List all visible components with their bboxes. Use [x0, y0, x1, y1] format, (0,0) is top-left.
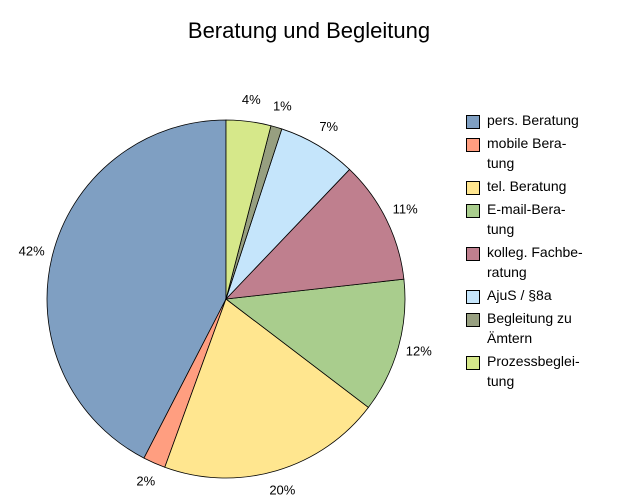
pie-slice — [164, 298, 370, 479]
legend-label: pers. Beratung — [487, 112, 579, 128]
data-label: 42% — [19, 243, 45, 258]
legend-label: kolleg. Fachbe- ratung — [487, 244, 583, 280]
legend-swatch — [466, 204, 480, 218]
legend-swatch — [466, 313, 480, 327]
legend-swatch — [466, 290, 480, 304]
data-label: 2% — [136, 474, 155, 489]
data-label: 11% — [393, 202, 418, 217]
data-label: 7% — [319, 119, 338, 134]
legend-item: kolleg. Fachbe- ratung — [466, 242, 616, 282]
legend-label: E-mail-Bera- tung — [487, 201, 566, 237]
legend-swatch — [466, 181, 480, 195]
legend-swatch — [466, 115, 480, 129]
legend-label: Prozessbeglei- tung — [487, 353, 580, 389]
legend-swatch — [466, 356, 480, 370]
pie-slice — [224, 168, 405, 300]
data-label: 1% — [273, 99, 292, 114]
pie-slice — [225, 119, 272, 300]
data-label: 12% — [406, 344, 432, 359]
data-label: 4% — [242, 92, 261, 107]
data-label: 20% — [269, 482, 295, 497]
chart-title: Beratung und Begleitung — [188, 18, 430, 43]
legend-item: mobile Bera- tung — [466, 133, 616, 173]
legend-swatch — [466, 138, 480, 152]
legend-swatch — [466, 247, 480, 261]
legend-item: AjuS / §8a — [466, 285, 616, 305]
pie-slice — [224, 278, 406, 408]
legend-label: Begleitung zu Ämtern — [487, 310, 572, 346]
legend-item: pers. Beratung — [466, 110, 616, 130]
legend-item: tel. Beratung — [466, 176, 616, 196]
legend-item: E-mail-Bera- tung — [466, 199, 616, 239]
legend-label: mobile Bera- tung — [487, 135, 567, 171]
pie-slice — [46, 119, 227, 459]
legend-item: Prozessbeglei- tung — [466, 351, 616, 391]
legend: pers. Beratung mobile Bera- tung tel. Bera… — [466, 110, 616, 394]
legend-label: AjuS / §8a — [487, 287, 552, 303]
legend-label: tel. Beratung — [487, 178, 567, 194]
legend-item: Begleitung zu Ämtern — [466, 308, 616, 348]
